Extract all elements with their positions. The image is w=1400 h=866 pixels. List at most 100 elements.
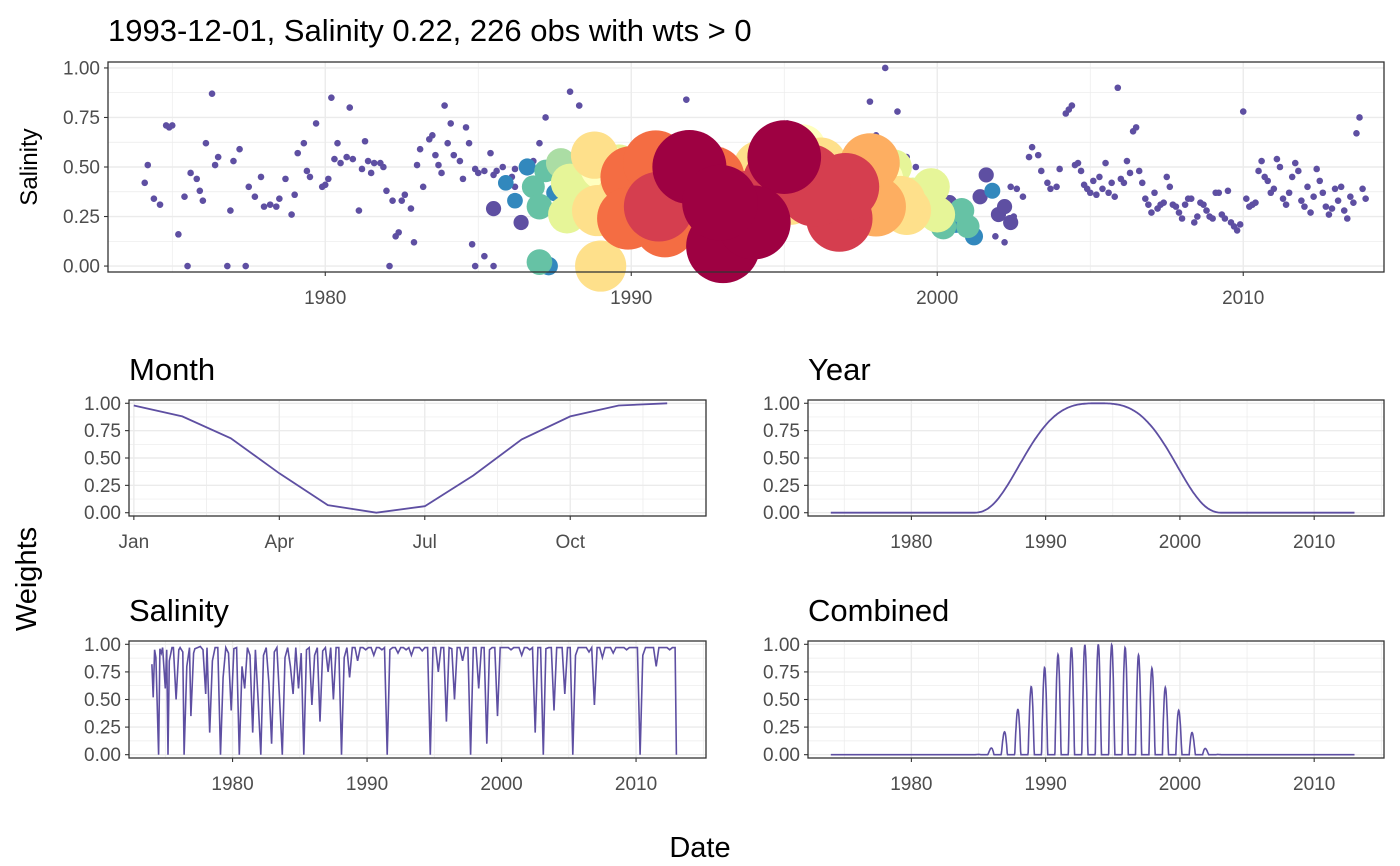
combined-y-tick-label: 0.25: [763, 718, 800, 739]
scatter-point: [242, 262, 249, 270]
scatter-point: [401, 191, 409, 199]
weighted-scatter-point: [526, 249, 553, 275]
top-y-tick-label: 0.25: [63, 207, 100, 228]
scatter-point: [1337, 183, 1345, 191]
scatter-point: [1285, 189, 1293, 197]
scatter-point: [337, 159, 344, 167]
scatter-point: [306, 173, 314, 181]
month-weight-line: [133, 402, 668, 514]
salinity-panel-title: Salinity: [129, 593, 229, 628]
salinity-y-tick-label: 0.00: [84, 745, 121, 766]
year-x-tick-label: 1990: [1025, 532, 1067, 553]
scatter-point: [334, 139, 341, 147]
scatter-point: [236, 145, 243, 153]
scatter-point: [1310, 193, 1317, 201]
scatter-point: [992, 233, 999, 240]
scatter-point: [444, 139, 451, 147]
weighted-scatter-point: [513, 214, 529, 231]
scatter-point: [1233, 227, 1241, 234]
scatter-point: [1350, 199, 1357, 206]
scatter-point: [1047, 185, 1054, 193]
weighted-scatter-point: [518, 158, 536, 176]
scatter-point: [156, 201, 164, 208]
scatter-point: [1236, 221, 1244, 228]
scatter-point: [199, 197, 207, 204]
year-y-tick-label: 1.00: [763, 394, 800, 415]
scatter-point: [303, 167, 311, 175]
scatter-point: [312, 120, 320, 127]
scatter-point: [321, 181, 329, 189]
salinity-y-tick-label: 0.75: [84, 662, 121, 683]
scatter-point: [1298, 197, 1305, 204]
scatter-point: [1295, 167, 1302, 175]
scatter-point: [1356, 114, 1363, 121]
top-y-tick-label: 1.00: [63, 58, 100, 79]
scatter-point: [511, 165, 519, 173]
scatter-point: [1190, 219, 1198, 226]
scatter-point: [361, 137, 369, 145]
scatter-point: [511, 183, 519, 191]
scatter-point: [266, 201, 274, 208]
scatter-point: [380, 163, 387, 171]
scatter-point: [450, 151, 458, 159]
scatter-point: [1304, 183, 1311, 191]
scatter-point: [251, 193, 259, 201]
scatter-point: [211, 161, 219, 169]
scatter-point: [1307, 209, 1314, 216]
scatter-point: [1331, 185, 1339, 193]
scatter-point: [1224, 187, 1232, 195]
scatter-point: [141, 179, 149, 187]
top-x-tick-label: 1980: [304, 288, 346, 309]
scatter-point: [1102, 159, 1109, 167]
scatter-point: [1203, 207, 1210, 214]
scatter-point: [474, 169, 482, 177]
scatter-point: [214, 153, 222, 161]
scatter-point: [1135, 167, 1143, 175]
scatter-point: [1359, 185, 1366, 193]
scatter-point: [410, 238, 418, 246]
scatter-point: [1347, 193, 1354, 201]
scatter-point: [245, 183, 253, 191]
top-y-axis-title: Salinity: [16, 128, 43, 205]
scatter-point: [1145, 201, 1152, 208]
scatter-point: [536, 139, 543, 147]
year-y-tick-label: 0.00: [763, 503, 800, 524]
salinity-gridlines: [129, 641, 706, 758]
scatter-point: [1138, 179, 1146, 187]
salinity-x-tick-label: 1990: [346, 774, 388, 795]
scatter-point: [438, 169, 445, 177]
scatter-point: [1166, 183, 1174, 191]
scatter-point: [432, 151, 439, 159]
month-x-tick-label: Jan: [119, 532, 150, 553]
weighted-scatter-point: [682, 164, 758, 241]
salinity-axes: 0.00 0.25 0.50 0.75 1.00 1980 1990 2000 2010: [84, 635, 657, 795]
scatter-point: [471, 262, 479, 270]
scatter-point: [1252, 199, 1259, 206]
scatter-point: [193, 175, 201, 183]
scatter-point: [1343, 215, 1351, 222]
scatter-point: [346, 104, 354, 111]
scatter-point: [1068, 102, 1076, 109]
scatter-point: [389, 197, 396, 204]
scatter-point: [881, 64, 889, 72]
scatter-point: [866, 98, 874, 105]
scatter-point: [1001, 238, 1008, 246]
scatter-point: [1172, 203, 1180, 210]
scatter-point: [413, 161, 421, 169]
month-y-tick-label: 1.00: [84, 394, 121, 415]
scatter-point: [1209, 215, 1216, 222]
scatter-point: [1025, 153, 1033, 161]
top-x-tick-label: 1990: [610, 288, 652, 309]
combined-y-tick-label: 0.75: [763, 662, 800, 683]
top-axes: 0.00 0.25 0.50 0.75 1.00 1980 1990 2000 2010: [63, 58, 1264, 309]
scatter-point: [566, 88, 574, 96]
scatter-point: [487, 149, 494, 157]
scatter-point: [276, 195, 283, 202]
top-y-tick-label: 0.50: [63, 158, 100, 179]
scatter-point: [355, 207, 363, 214]
scatter-point: [1325, 211, 1333, 218]
scatter-point: [331, 155, 338, 163]
year-x-tick-label: 2000: [1159, 532, 1201, 553]
scatter-point: [1163, 173, 1171, 181]
scatter-point: [1126, 169, 1134, 177]
